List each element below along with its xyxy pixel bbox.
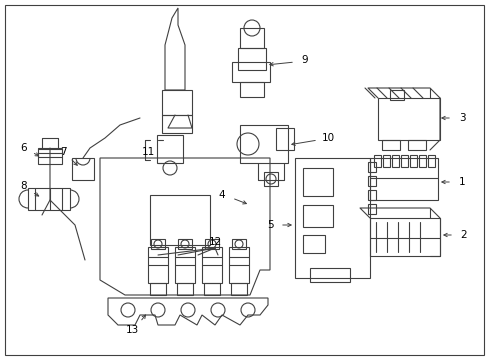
Bar	[294, 158, 369, 278]
Bar	[28, 188, 70, 210]
Bar	[202, 247, 222, 283]
Bar	[382, 155, 389, 167]
Bar	[240, 82, 264, 97]
Bar	[204, 239, 219, 249]
Text: 6: 6	[20, 143, 27, 153]
Bar	[148, 247, 168, 283]
Bar	[367, 176, 375, 186]
Bar	[240, 125, 287, 163]
Bar	[72, 158, 94, 180]
Text: 1: 1	[458, 177, 465, 187]
Bar	[389, 90, 403, 100]
Bar	[177, 283, 193, 295]
Bar	[418, 155, 425, 167]
Bar	[391, 155, 398, 167]
Bar	[231, 62, 269, 82]
Text: 9: 9	[301, 55, 307, 65]
Bar	[427, 155, 434, 167]
Bar	[157, 135, 183, 163]
Bar	[238, 48, 265, 70]
Bar	[381, 140, 399, 150]
Bar	[162, 115, 192, 133]
Text: 13: 13	[125, 325, 138, 335]
Bar	[228, 247, 248, 283]
Bar	[38, 148, 62, 164]
Bar	[203, 283, 220, 295]
Bar	[264, 172, 278, 186]
Bar	[150, 283, 165, 295]
Bar	[367, 204, 375, 214]
Bar	[275, 128, 293, 150]
Bar	[178, 239, 192, 249]
Text: 4: 4	[218, 190, 225, 200]
Bar	[367, 190, 375, 200]
Bar	[151, 239, 164, 249]
Bar	[373, 155, 380, 167]
Bar	[150, 195, 209, 245]
Bar	[367, 162, 375, 172]
Bar	[303, 168, 332, 196]
Text: 7: 7	[60, 147, 66, 157]
Text: 12: 12	[208, 237, 221, 247]
Text: 10: 10	[321, 133, 334, 143]
Text: 3: 3	[458, 113, 465, 123]
Text: 2: 2	[460, 230, 467, 240]
Bar	[400, 155, 407, 167]
Bar	[309, 268, 349, 282]
Text: 5: 5	[266, 220, 273, 230]
Text: 11: 11	[141, 147, 154, 157]
Bar	[303, 235, 325, 253]
Bar	[230, 283, 246, 295]
Bar	[240, 28, 264, 48]
Bar	[162, 90, 192, 115]
Bar	[303, 205, 332, 227]
Text: 8: 8	[20, 181, 27, 191]
Bar	[231, 239, 245, 249]
Bar	[175, 247, 195, 283]
Bar	[409, 155, 416, 167]
Bar	[377, 98, 439, 140]
Bar	[369, 158, 437, 200]
Bar	[369, 218, 439, 256]
Bar	[407, 140, 425, 150]
